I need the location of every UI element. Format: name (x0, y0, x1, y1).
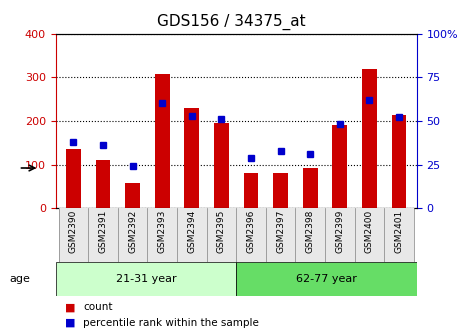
Text: age: age (9, 274, 30, 284)
Text: GSM2395: GSM2395 (217, 209, 226, 253)
FancyBboxPatch shape (56, 262, 236, 296)
Text: GSM2396: GSM2396 (246, 209, 256, 253)
Bar (58, 208, 88, 262)
Bar (355, 208, 384, 262)
Bar (214, 123, 229, 208)
Bar (184, 108, 199, 208)
Bar (118, 208, 147, 262)
Text: percentile rank within the sample: percentile rank within the sample (83, 318, 259, 328)
Bar (147, 208, 177, 262)
Text: GSM2397: GSM2397 (276, 209, 285, 253)
Bar (295, 208, 325, 262)
Text: GSM2399: GSM2399 (335, 209, 344, 253)
FancyBboxPatch shape (236, 262, 417, 296)
Bar (325, 208, 355, 262)
Bar (384, 208, 414, 262)
Bar (273, 173, 288, 208)
Text: GSM2392: GSM2392 (128, 209, 137, 253)
Text: GSM2394: GSM2394 (187, 209, 196, 253)
Bar (95, 160, 110, 208)
Bar (332, 125, 347, 208)
Bar (236, 208, 266, 262)
Text: GSM2400: GSM2400 (365, 209, 374, 253)
Text: count: count (83, 302, 113, 312)
Bar (66, 149, 81, 208)
Bar (88, 208, 118, 262)
Bar (155, 74, 169, 208)
Text: GSM2390: GSM2390 (69, 209, 78, 253)
Text: GSM2391: GSM2391 (99, 209, 107, 253)
Text: 21-31 year: 21-31 year (116, 274, 176, 284)
Text: GDS156 / 34375_at: GDS156 / 34375_at (157, 13, 306, 30)
Bar (266, 208, 295, 262)
Text: GSM2393: GSM2393 (157, 209, 167, 253)
Text: GSM2398: GSM2398 (306, 209, 315, 253)
Text: ■: ■ (65, 318, 75, 328)
Bar (392, 115, 407, 208)
Bar (362, 69, 377, 208)
Bar (177, 208, 206, 262)
Text: 62-77 year: 62-77 year (296, 274, 357, 284)
Bar (303, 168, 318, 208)
Bar (244, 172, 258, 208)
Text: ■: ■ (65, 302, 75, 312)
Text: GSM2401: GSM2401 (394, 209, 403, 253)
Bar (125, 183, 140, 208)
Bar (206, 208, 236, 262)
